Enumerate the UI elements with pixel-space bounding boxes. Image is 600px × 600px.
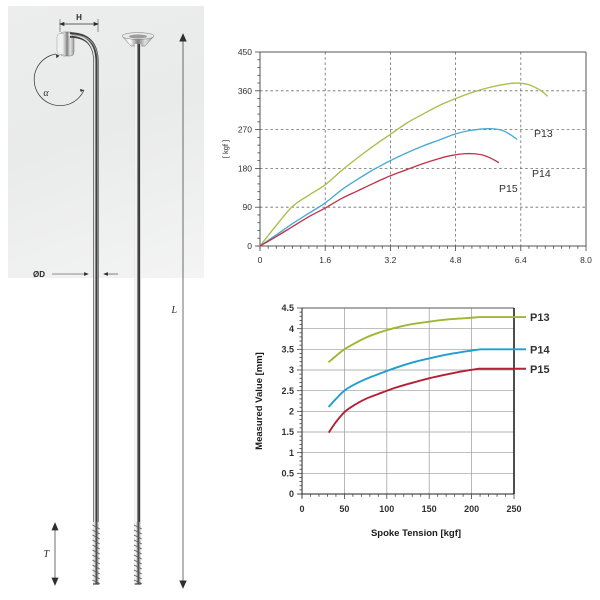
x-tick-label: 4.8 (450, 255, 462, 265)
y-tick-label: 3 (289, 365, 294, 375)
x-tick-label: 6.4 (515, 255, 527, 265)
series-label-p15: P15 (499, 183, 518, 195)
spoke-drawing-svg: H α ØD L T (33, 13, 187, 589)
y-tick-label: 3.5 (281, 345, 294, 355)
y-tick-label: 2 (289, 407, 294, 417)
x-tick-label: 200 (464, 504, 479, 514)
x-tick-label: 3.2 (384, 255, 396, 265)
x-tick-label: 8.0 (580, 255, 592, 265)
y-tick-label: 450 (238, 47, 252, 57)
spoke-diagram: H α ØD L T (8, 6, 204, 594)
y-tick-label: 0 (247, 241, 252, 251)
series-label-p15: P15 (530, 364, 550, 376)
x-tick-label: 0 (258, 255, 263, 265)
dimension-alpha (33, 53, 85, 106)
x-tick-label: 250 (506, 504, 521, 514)
dimension-label-diameter: ØD (33, 270, 45, 279)
plot-area: 0 0.5 1 1.5 2 2.5 3 3.5 4 4.5 0 50 100 150 200 250 Measu… (254, 303, 550, 539)
series-curve-p15 (328, 367, 480, 433)
spoke-diagram-background (8, 6, 204, 278)
spoke-straight-pull (121, 32, 155, 585)
dimension-label-alpha: α (43, 88, 49, 99)
dimension-label-H: H (76, 13, 82, 22)
x-tick-label: 50 (339, 504, 349, 514)
x-axis-title: Spoke Tension [kgf] (371, 528, 461, 539)
y-tick-label: 180 (238, 163, 252, 173)
y-tick-label: 2.5 (281, 386, 294, 396)
series-curve-p14 (259, 127, 518, 247)
series-label-p14: P14 (532, 168, 551, 180)
dimension-T (51, 522, 59, 586)
series-curve-p13 (328, 316, 482, 363)
y-tick-label: 1.5 (281, 427, 294, 437)
y-tick-label: 4.5 (281, 303, 294, 313)
y-tick-label: 90 (243, 202, 253, 212)
y-tick-label: 4 (289, 324, 294, 334)
series-label-p14: P14 (530, 344, 550, 356)
plot-area: 0 90 180 270 360 450 0 1.6 3.2 4.8 6.4 8.0 [ kgf ] P1… (221, 47, 592, 265)
y-tick-label: 360 (238, 86, 252, 96)
y-tick-label: 0.5 (281, 469, 294, 479)
dimension-diameter (52, 272, 118, 276)
x-tick-label: 100 (379, 504, 394, 514)
x-tick-label: 1.6 (319, 255, 331, 265)
tensile-curve-chart: 0 90 180 270 360 450 0 1.6 3.2 4.8 6.4 8.0 [ kgf ] P1… (214, 34, 596, 274)
series-curve-p15 (259, 152, 500, 247)
y-axis-title: Measured Value [mm] (254, 352, 265, 450)
x-tick-label: 150 (422, 504, 437, 514)
dimension-H (59, 19, 99, 32)
series-label-p13: P13 (534, 128, 553, 140)
x-tick-label: 0 (299, 504, 304, 514)
y-tick-label: 0 (289, 489, 294, 499)
y-tick-label: 1 (289, 448, 294, 458)
dimension-L (179, 33, 187, 589)
dimension-label-T: T (43, 549, 50, 560)
y-axis-title: [ kgf ] (221, 140, 230, 158)
series-curve-p13 (259, 82, 548, 247)
spoke-j-bend (56, 31, 100, 585)
series-label-p13: P13 (530, 312, 550, 324)
series-curve-p14 (328, 348, 482, 408)
measured-value-chart: 0 0.5 1 1.5 2 2.5 3 3.5 4 4.5 0 50 100 150 200 250 Measu… (244, 294, 596, 556)
y-tick-label: 270 (238, 125, 252, 135)
dimension-label-L: L (170, 305, 177, 316)
